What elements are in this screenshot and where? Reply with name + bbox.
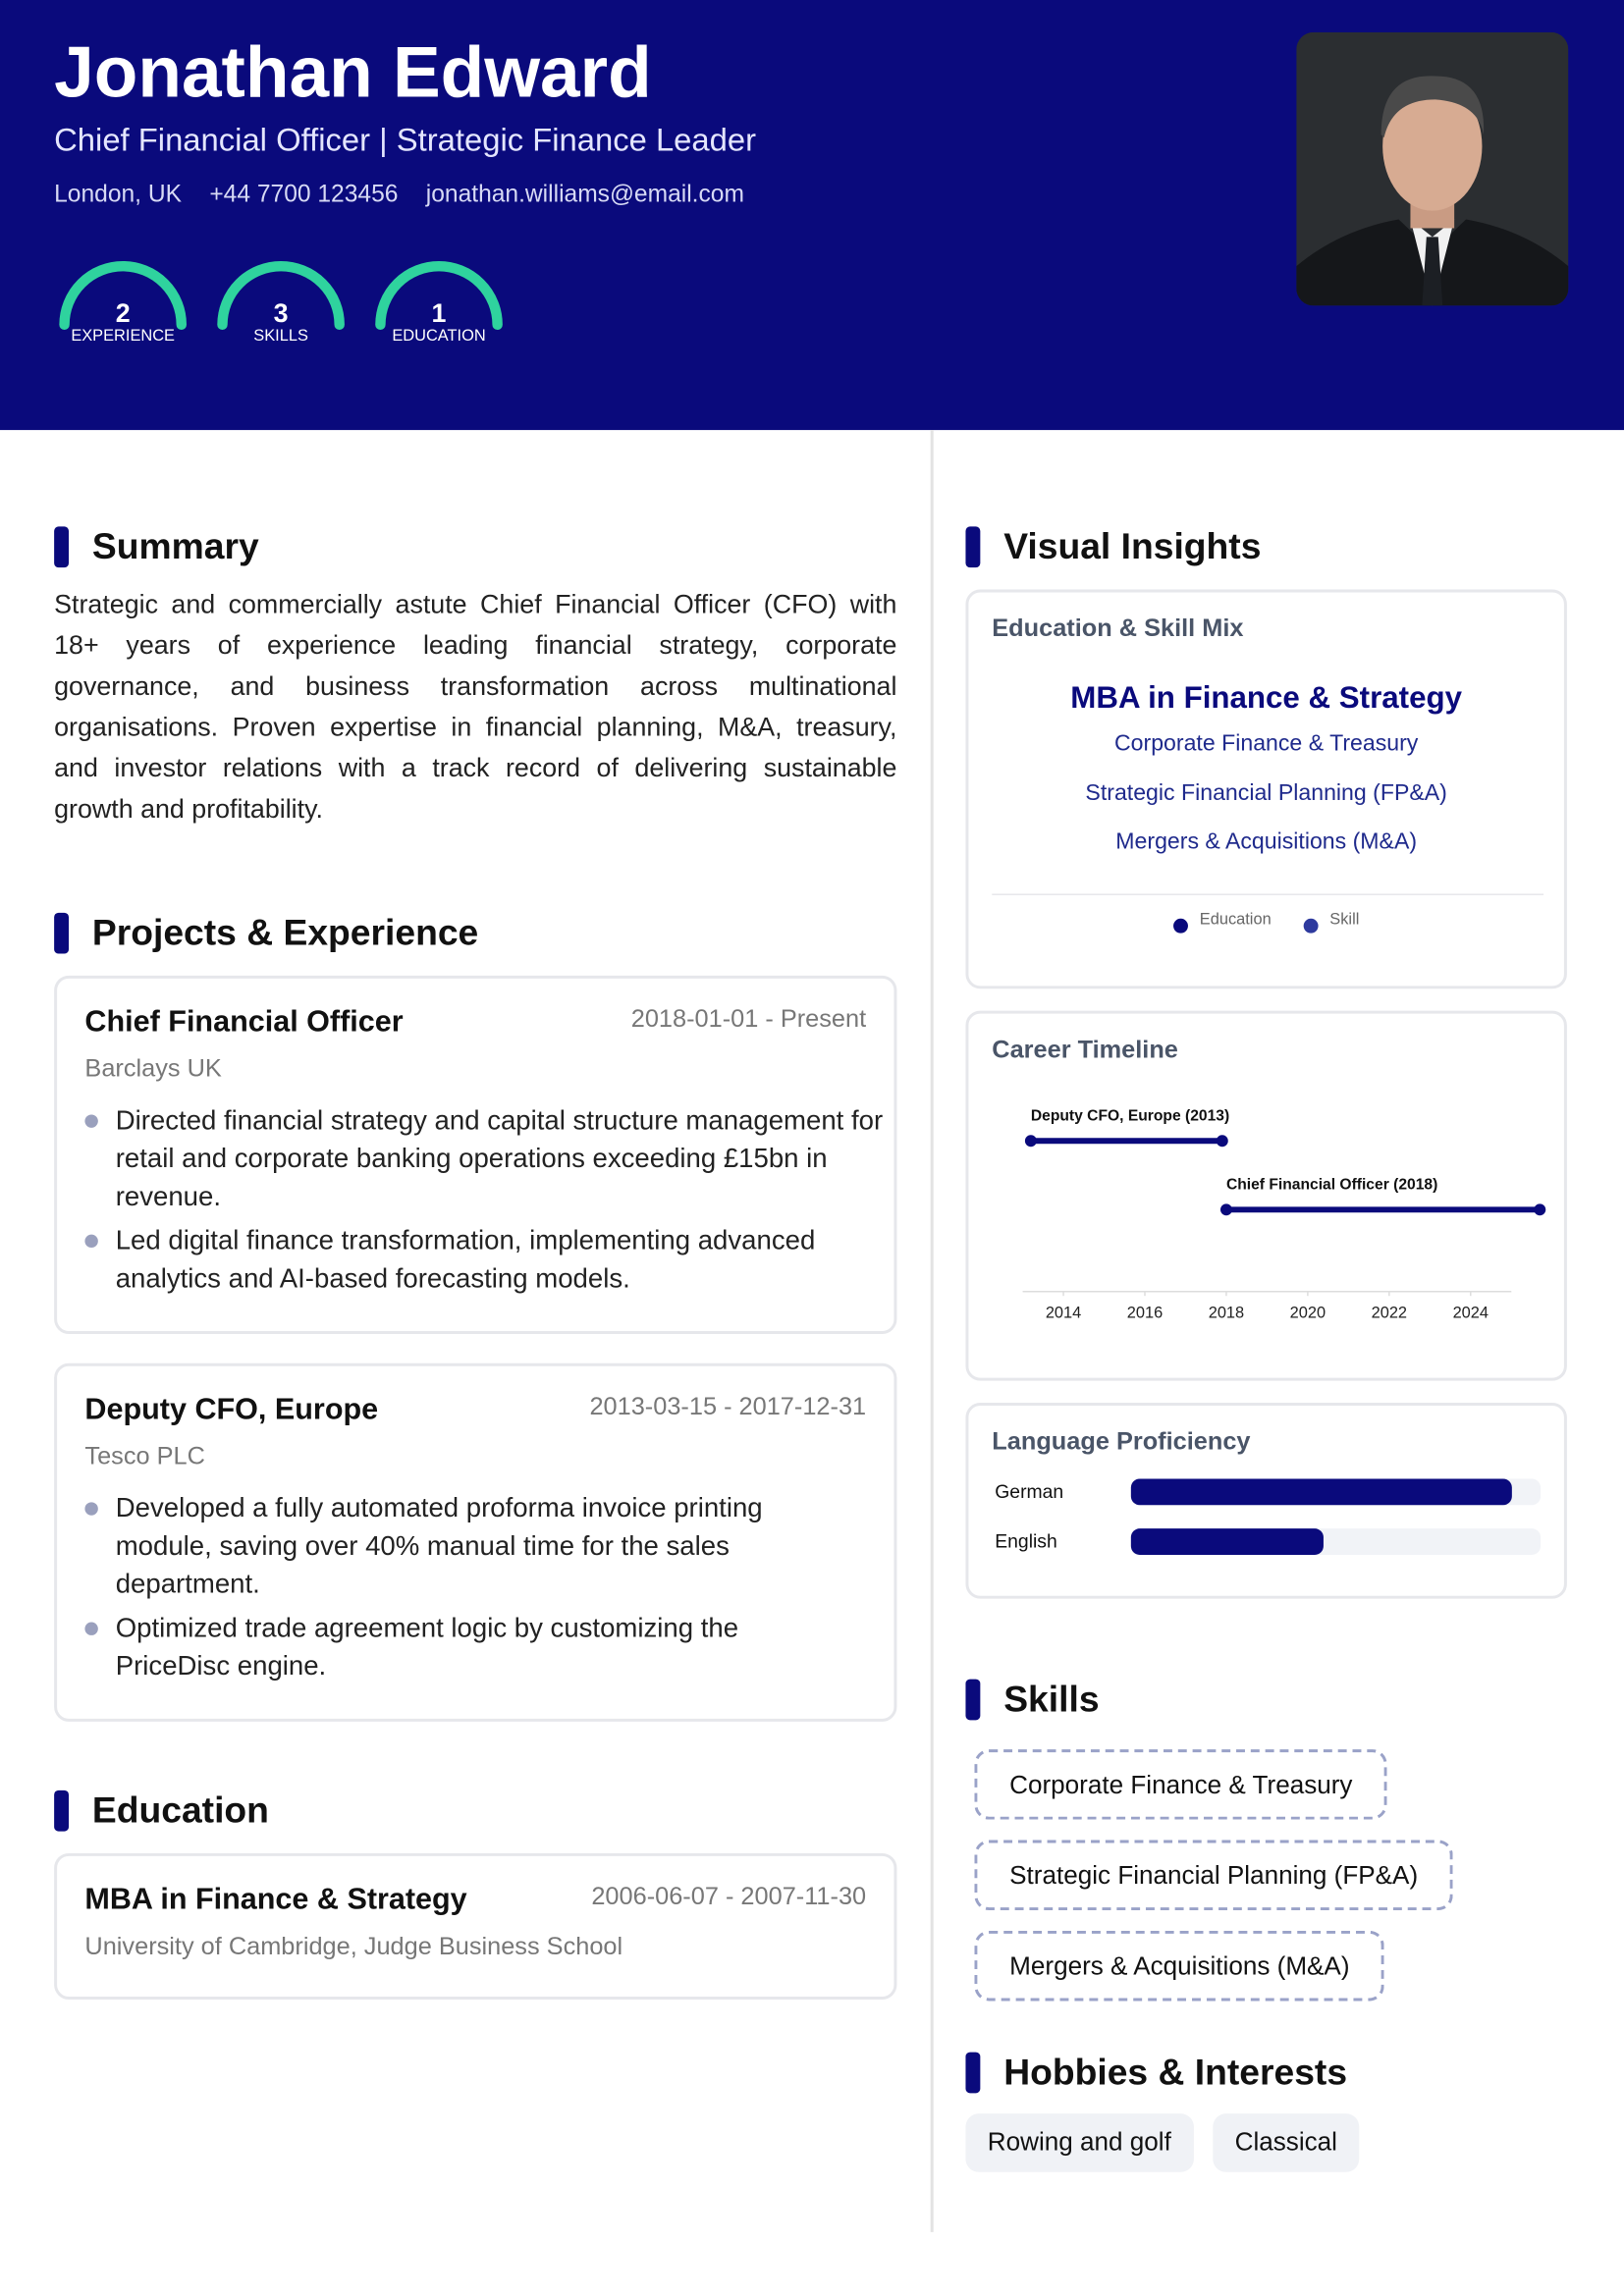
bullet: Led digital finance transformation, impl… bbox=[84, 1221, 903, 1297]
email[interactable]: jonathan.williams@email.com bbox=[425, 181, 744, 208]
language-chart: German English bbox=[995, 1478, 1542, 1555]
x-tick-label: 2018 bbox=[1209, 1305, 1244, 1322]
stat-value: 2 bbox=[115, 297, 131, 328]
job-dates: 2013-03-15 - 2017-12-31 bbox=[589, 1392, 867, 1420]
degree: MBA in Finance & Strategy bbox=[84, 1882, 467, 1917]
legend-dot bbox=[1303, 918, 1319, 934]
job-title: Chief Financial Officer bbox=[84, 1004, 404, 1039]
section-heading: Skills bbox=[965, 1678, 1100, 1722]
company: Tesco PLC bbox=[84, 1442, 205, 1470]
arc bbox=[59, 260, 187, 331]
legend-dot bbox=[1172, 918, 1188, 934]
location: London, UK bbox=[54, 181, 183, 208]
job-dates: 2018-01-01 - Present bbox=[630, 1004, 867, 1034]
hobby-tag: Classical bbox=[1213, 2113, 1360, 2172]
timeline-end bbox=[1534, 1203, 1546, 1216]
section-heading: Hobbies & Interests bbox=[965, 2051, 1347, 2095]
school: University of Cambridge, Judge Business … bbox=[84, 1932, 623, 1960]
rule bbox=[992, 893, 1544, 895]
stat-label: SKILLS bbox=[253, 327, 308, 346]
mix-card: Education & Skill Mix MBA in Finance & S… bbox=[965, 589, 1567, 989]
job-card: Chief Financial Officer 2018-01-01 - Pre… bbox=[54, 975, 897, 1334]
timeline-card: Career Timeline 2014 2016 2018 2020 2022 2024… bbox=[965, 1010, 1567, 1381]
x-tick-label: 2014 bbox=[1046, 1305, 1081, 1322]
bullets: Developed a fully automated proforma inv… bbox=[84, 1489, 845, 1691]
portrait bbox=[1296, 31, 1569, 306]
hobby-tag: Rowing and golf bbox=[965, 2113, 1194, 2172]
legend-label: Skill bbox=[1329, 911, 1360, 930]
stat-label: EDUCATION bbox=[392, 327, 486, 346]
contact: London, UK +44 7700 123456 jonathan.will… bbox=[54, 182, 744, 209]
card-title: Career Timeline bbox=[992, 1035, 1178, 1064]
arc bbox=[375, 260, 503, 331]
mix-education: MBA in Finance & Strategy bbox=[1070, 681, 1463, 716]
education-dates: 2006-06-07 - 2007-11-30 bbox=[591, 1882, 867, 1911]
photo bbox=[1296, 31, 1569, 306]
timeline-start bbox=[1219, 1203, 1232, 1216]
card-title: Language Proficiency bbox=[992, 1427, 1251, 1456]
stat-value: 1 bbox=[431, 297, 447, 328]
job-card: Deputy CFO, Europe 2013-03-15 - 2017-12-… bbox=[54, 1362, 897, 1722]
language-card: Language Proficiency German English bbox=[965, 1402, 1567, 1599]
timeline-label: Chief Financial Officer (2018) bbox=[1226, 1176, 1437, 1193]
bullet: Developed a fully automated proforma inv… bbox=[84, 1489, 845, 1603]
section-heading: Projects & Experience bbox=[54, 911, 478, 955]
stat-value: 3 bbox=[273, 297, 289, 328]
name: Jonathan Edward bbox=[54, 33, 652, 113]
skill-tag: Mergers & Acquisitions (M&A) bbox=[974, 1930, 1385, 2002]
stat-label: EXPERIENCE bbox=[71, 327, 175, 346]
language-name: English bbox=[995, 1531, 1057, 1553]
legend-item: Education bbox=[1172, 911, 1272, 934]
skill-tag: Corporate Finance & Treasury bbox=[974, 1749, 1388, 1820]
language-bar bbox=[1130, 1528, 1324, 1555]
mix-skill: Mergers & Acquisitions (M&A) bbox=[1115, 828, 1418, 855]
stat-gauge: 3 SKILLS bbox=[208, 251, 354, 353]
x-tick-label: 2020 bbox=[1290, 1305, 1326, 1322]
timeline-end bbox=[1216, 1135, 1228, 1148]
timeline-start bbox=[1024, 1135, 1037, 1148]
section-heading: Summary bbox=[54, 525, 259, 569]
education-card: MBA in Finance & Strategy 2006-06-07 - 2… bbox=[54, 1852, 897, 2000]
mix-skill: Corporate Finance & Treasury bbox=[1113, 731, 1419, 757]
phone: +44 7700 123456 bbox=[209, 181, 399, 208]
gauge-arc bbox=[217, 260, 345, 331]
job-title: Deputy CFO, Europe bbox=[84, 1392, 379, 1426]
bullet: Directed financial strategy and capital … bbox=[84, 1101, 903, 1215]
bullets: Directed financial strategy and capital … bbox=[84, 1101, 903, 1304]
language-bar bbox=[1130, 1478, 1512, 1506]
legend-label: Education bbox=[1199, 911, 1272, 930]
bullet: Optimized trade agreement logic by custo… bbox=[84, 1609, 845, 1684]
x-tick-label: 2022 bbox=[1372, 1305, 1407, 1322]
mix-skill: Strategic Financial Planning (FP&A) bbox=[1085, 780, 1447, 807]
language-name: German bbox=[995, 1481, 1063, 1503]
gauge-arc bbox=[59, 260, 187, 331]
card-title: Education & Skill Mix bbox=[992, 614, 1244, 643]
timeline-label: Deputy CFO, Europe (2013) bbox=[1031, 1107, 1229, 1124]
section-heading: Visual Insights bbox=[965, 525, 1261, 569]
stat-gauge: 2 EXPERIENCE bbox=[50, 251, 196, 353]
job-title: Chief Financial Officer | Strategic Fina… bbox=[54, 121, 757, 158]
arc bbox=[217, 260, 345, 331]
legend: Education Skill bbox=[968, 911, 1563, 934]
company: Barclays UK bbox=[84, 1054, 222, 1083]
summary-text: Strategic and commercially astute Chief … bbox=[54, 589, 897, 824]
section-heading: Education bbox=[54, 1789, 269, 1833]
legend-item: Skill bbox=[1303, 911, 1360, 934]
timeline-chart: 2014 2016 2018 2020 2022 2024 Deputy CFO, Euro… bbox=[1022, 1107, 1546, 1322]
x-tick-label: 2016 bbox=[1127, 1305, 1163, 1322]
divider bbox=[930, 430, 934, 2232]
gauge-arc bbox=[375, 260, 503, 331]
x-tick-label: 2024 bbox=[1453, 1305, 1489, 1322]
stat-gauge: 1 EDUCATION bbox=[366, 251, 513, 353]
skill-tag: Strategic Financial Planning (FP&A) bbox=[974, 1840, 1453, 1911]
